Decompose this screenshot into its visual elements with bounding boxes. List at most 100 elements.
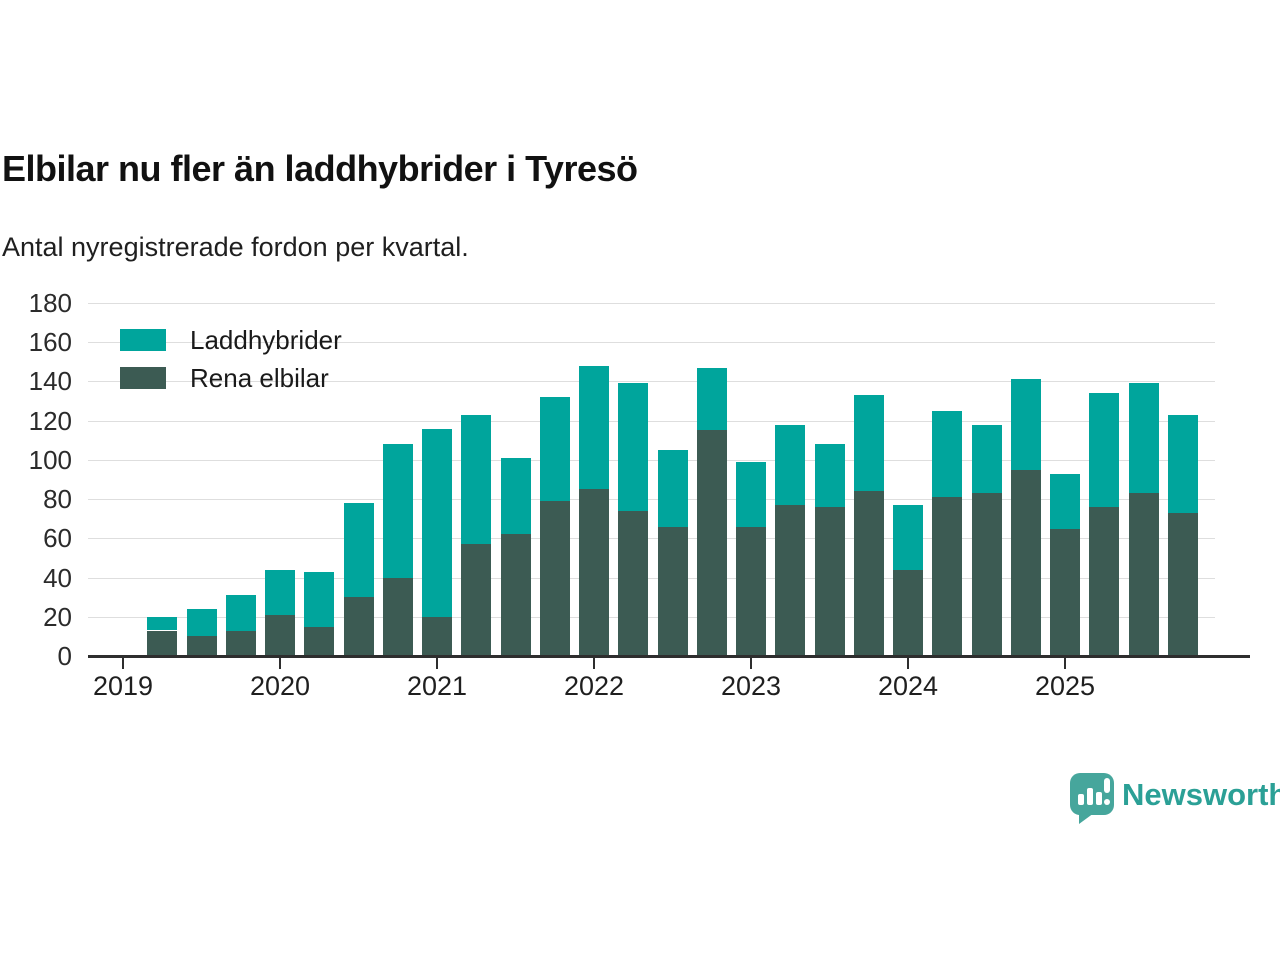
bar-segment-laddhybrider (225, 595, 256, 631)
bar-segment-rena-elbilar (657, 526, 688, 656)
bar-segment-rena-elbilar (147, 630, 178, 656)
x-axis-tick-label: 2024 (877, 671, 939, 701)
bar-segment-laddhybrider (657, 450, 688, 527)
bar-segment-rena-elbilar (265, 614, 295, 656)
logo-bubble-tail (1079, 813, 1094, 824)
bar-segment-rena-elbilar (500, 534, 531, 656)
y-axis-tick-label: 140 (28, 366, 72, 397)
y-axis-tick-label: 120 (28, 405, 72, 436)
y-axis-tick-label: 100 (28, 444, 72, 475)
y-axis-tick-label: 80 (43, 484, 72, 515)
bar-segment-laddhybrider (1050, 473, 1080, 529)
bar-segment-laddhybrider (461, 414, 492, 545)
bar-segment-rena-elbilar (343, 597, 374, 656)
bar-segment-laddhybrider (736, 461, 766, 527)
x-axis-tick (593, 658, 595, 669)
x-axis-tick (1064, 658, 1066, 669)
x-axis-tick-label: 2019 (92, 671, 154, 701)
y-axis-tick-label: 160 (28, 327, 72, 358)
y-axis-tick-label: 0 (57, 641, 72, 671)
bar-segment-rena-elbilar (853, 491, 884, 656)
bar-segment-rena-elbilar (304, 626, 335, 656)
x-axis-tick-label: 2025 (1034, 671, 1096, 701)
y-axis-tick-label: 180 (28, 288, 72, 318)
bar-segment-laddhybrider (853, 395, 884, 492)
bar-segment-laddhybrider (147, 616, 178, 631)
y-gridline (88, 381, 1215, 383)
bar-segment-laddhybrider (539, 397, 570, 502)
bar-segment-rena-elbilar (618, 510, 649, 656)
x-axis-tick (907, 658, 909, 669)
y-gridline (88, 577, 1215, 579)
newsworthy-logo-speech-bubble-icon (1070, 773, 1114, 815)
bar-segment-laddhybrider (814, 444, 845, 507)
y-gridline (88, 303, 1215, 304)
legend-label: Laddhybrider (190, 325, 342, 355)
bar-segment-laddhybrider (932, 410, 963, 498)
y-axis-tick-label: 20 (43, 601, 72, 632)
x-axis-tick-label: 2022 (563, 671, 625, 701)
chart-legend: Laddhybrider Rena elbilar (120, 325, 342, 405)
bar-segment-rena-elbilar (461, 544, 492, 656)
x-axis-tick-label: 2020 (249, 671, 311, 701)
bar-segment-rena-elbilar (225, 630, 256, 656)
brand-name: Newsworthy (1122, 777, 1280, 812)
x-axis-tick (279, 658, 281, 669)
y-gridline (88, 538, 1215, 540)
legend-label: Rena elbilar (190, 363, 329, 393)
x-axis-tick (750, 658, 752, 669)
bar-segment-rena-elbilar (1010, 469, 1041, 656)
bar-segment-rena-elbilar (775, 504, 806, 656)
bar-segment-laddhybrider (1089, 393, 1120, 507)
bar-segment-laddhybrider (1010, 379, 1041, 470)
bar-segment-rena-elbilar (814, 506, 845, 656)
x-axis-tick-label: 2021 (406, 671, 468, 701)
y-axis-tick-label: 60 (43, 523, 72, 554)
x-axis-tick (122, 658, 124, 669)
bar-segment-rena-elbilar (696, 430, 727, 656)
legend-item-rena-elbilar: Rena elbilar (120, 363, 342, 393)
bar-segment-laddhybrider (971, 424, 1002, 494)
bar-segment-rena-elbilar (971, 493, 1002, 656)
y-gridline (88, 342, 1215, 344)
bar-segment-laddhybrider (618, 383, 649, 511)
bar-segment-laddhybrider (775, 424, 806, 505)
bar-segment-rena-elbilar (1089, 506, 1120, 656)
bar-segment-laddhybrider (343, 503, 374, 598)
x-axis-line (88, 655, 1250, 658)
bar-segment-rena-elbilar (539, 501, 570, 656)
bar-segment-rena-elbilar (1128, 493, 1159, 656)
bar-segment-laddhybrider (382, 444, 413, 578)
bar-segment-rena-elbilar (1050, 528, 1080, 656)
y-gridline (88, 616, 1215, 618)
bar-segment-rena-elbilar (736, 526, 766, 656)
bar-segment-laddhybrider (1167, 414, 1198, 513)
bar-segment-laddhybrider (1128, 383, 1159, 494)
legend-item-laddhybrider: Laddhybrider (120, 325, 342, 355)
y-gridline (88, 459, 1215, 461)
laddhybrider-swatch-icon (120, 329, 166, 351)
bar-segment-rena-elbilar (422, 616, 452, 656)
y-gridline (88, 420, 1215, 422)
bar-segment-rena-elbilar (932, 497, 963, 656)
bar-segment-laddhybrider (422, 428, 452, 617)
chart-subtitle: Antal nyregistrerade fordon per kvartal. (2, 232, 469, 262)
bar-segment-laddhybrider (265, 569, 295, 615)
x-axis-tick-label: 2023 (720, 671, 782, 701)
bar-segment-rena-elbilar (579, 489, 609, 656)
y-axis-tick-label: 40 (43, 562, 72, 593)
bar-segment-rena-elbilar (1167, 512, 1198, 656)
bar-segment-laddhybrider (304, 571, 335, 627)
bar-segment-laddhybrider (500, 457, 531, 535)
bar-segment-rena-elbilar (382, 577, 413, 656)
bar-segment-laddhybrider (186, 608, 217, 637)
bar-segment-laddhybrider (696, 367, 727, 431)
rena-elbilar-swatch-icon (120, 367, 166, 389)
chart-title: Elbilar nu fler än laddhybrider i Tyresö (2, 148, 638, 189)
bar-segment-rena-elbilar (893, 569, 923, 656)
bar-segment-laddhybrider (579, 365, 609, 490)
bar-segment-rena-elbilar (186, 636, 217, 656)
bar-segment-laddhybrider (893, 504, 923, 570)
